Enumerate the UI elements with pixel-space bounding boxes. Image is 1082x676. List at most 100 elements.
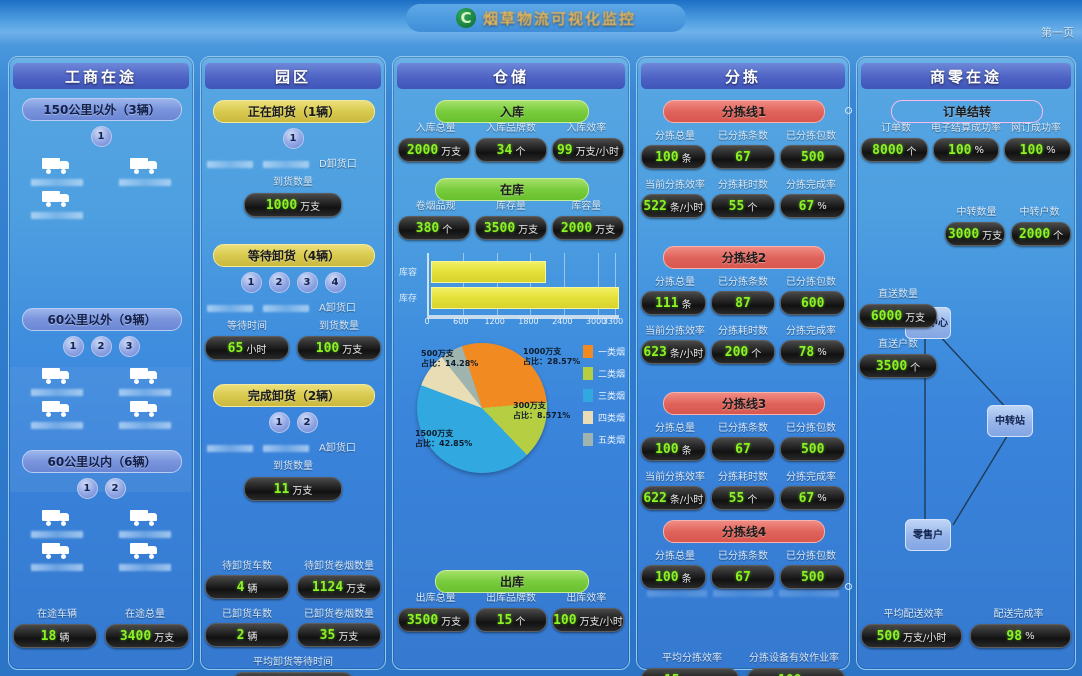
retail-direct-box-1-value: 6000 xyxy=(870,308,903,324)
industry-footer-box-1: 18 辆 xyxy=(13,624,97,648)
sorting-footer-box-1: 15条/小时 xyxy=(641,668,739,676)
park-stat-box-2-unit: 万支 xyxy=(346,583,367,595)
storage-inbound-box-1-value: 2000 xyxy=(406,142,439,158)
park-section-2-dock: A卸货口 xyxy=(319,303,356,314)
storage-instock-box-3: 2000 万支 xyxy=(552,216,624,240)
retail-order-box-2-value: 100 xyxy=(948,142,972,158)
retail-footer-label-2: 配送完成率 xyxy=(993,609,1044,620)
park-stat-label-2: 待卸货卷烟数量 xyxy=(304,561,374,572)
park-stat-box-2-value: 1124 xyxy=(311,579,344,595)
park-section-2-pill[interactable]: 等待卸货（4辆） xyxy=(213,244,375,267)
sorting-line-4-r1-box-3: 500 xyxy=(780,565,846,589)
industry-group-2-pill[interactable]: 60公里以外（9辆） xyxy=(22,308,182,331)
truck-body xyxy=(42,158,60,169)
storage-inbound-box-3: 99 万支/小时 xyxy=(552,138,624,162)
retail-order-box-3: 100% xyxy=(1004,138,1072,162)
panel-sorting: 分拣 分拣线1 分拣总量 已分拣条数 已分拣包数 100 条 67 500 当前分拣效率 分拣耗时… xyxy=(636,56,852,676)
industry-group-3-bubble-2[interactable]: 2 xyxy=(104,478,126,499)
storage-instock-pill[interactable]: 在库 xyxy=(435,178,589,201)
storage-pie-chart xyxy=(417,343,547,473)
sorting-anchor-top-icon xyxy=(845,107,852,114)
sorting-line-2-r1-box-2-value: 87 xyxy=(735,295,751,311)
retail-transfer-box-2-unit: 个 xyxy=(1053,230,1064,242)
pie-legend-label-3: 三类烟 xyxy=(597,392,625,402)
truck-icon xyxy=(42,157,72,176)
retail-footer-label-1: 平均配送效率 xyxy=(883,609,944,620)
sorting-line-3-pill[interactable]: 分拣线3 xyxy=(663,392,825,415)
truck-w2 xyxy=(61,169,66,174)
truck-item xyxy=(101,400,189,429)
pie-legend-swatch-4 xyxy=(582,411,593,424)
industry-footer-label-2: 在途总量 xyxy=(125,609,165,620)
sorting-line-1-r1-box-1-unit: 条 xyxy=(681,153,692,165)
park-stats: 待卸货车数 待卸货卷烟数量 4 辆 1124 万支 已卸货车数 已卸货卷烟数量 2 辆 35 万支 平均… xyxy=(205,557,381,676)
truck-item xyxy=(13,367,101,396)
storage-outbound-pill[interactable]: 出库 xyxy=(435,570,589,593)
park-section-1-pill[interactable]: 正在卸货（1辆） xyxy=(213,100,375,123)
sorting-line-3-r2-box-2: 55 个 xyxy=(710,486,776,510)
pie-legend-item-1: 一类烟 xyxy=(582,345,625,358)
sorting-line-1-pill[interactable]: 分拣线1 xyxy=(663,100,825,123)
sorting-line-2-pill[interactable]: 分拣线2 xyxy=(663,246,825,269)
industry-footer-label-1: 在途车辆 xyxy=(37,609,77,620)
sorting-line-1-r2-box-1-value: 522 xyxy=(643,198,667,214)
industry-group-1-pill[interactable]: 150公里以外（3辆） xyxy=(22,98,182,121)
truck-plate-label xyxy=(31,564,83,571)
park-stat-box-2: 1124 万支 xyxy=(297,575,381,599)
sorting-line-1-r1-box-1: 100 条 xyxy=(641,145,706,169)
park-section-1-sublabel: 到货数量 xyxy=(273,177,313,188)
park-section-3-bubble-2[interactable]: 2 xyxy=(296,412,318,433)
industry-group-2-bubble-3[interactable]: 3 xyxy=(118,336,140,357)
sorting-line-2-r1-label-1: 分拣总量 xyxy=(655,277,695,288)
sorting-line-4-pill[interactable]: 分拣线4 xyxy=(663,520,825,543)
park-section-1-bubble-1[interactable]: 1 xyxy=(282,128,304,149)
park-section-2-bubble-3[interactable]: 3 xyxy=(296,272,318,293)
truck-cab xyxy=(148,161,157,169)
industry-group-2-bubble-2[interactable]: 2 xyxy=(90,336,112,357)
truck-cab xyxy=(148,404,157,412)
park-section-1-plates: D卸货口 xyxy=(205,155,381,170)
storage-outbound-box-3-unit: 万支/小时 xyxy=(579,616,623,628)
park-section-2-bubble-1[interactable]: 1 xyxy=(240,272,262,293)
sorting-line-3-r1-label-2: 已分拣条数 xyxy=(718,423,768,434)
storage-instock-metrics: 卷烟品规 库存量 库容量 380 个 3500 万支 2000 万支 xyxy=(398,197,624,240)
truck-w1 xyxy=(134,379,139,384)
storage-instock-box-2-value: 3500 xyxy=(483,220,516,236)
retail-footer-box-2: 98% xyxy=(970,624,1071,648)
industry-group-1-bubble-1[interactable]: 1 xyxy=(90,126,112,147)
retail-order-pill[interactable]: 订单结转 xyxy=(891,100,1043,123)
truck-w2 xyxy=(149,412,154,417)
truck-body xyxy=(130,543,148,554)
panel-retail: 商零在途 订单结转订单数电子结算成功率网订成功率8000个100%100%物流中… xyxy=(856,56,1076,670)
truck-body xyxy=(42,368,60,379)
park-section-2-bubble-2[interactable]: 2 xyxy=(268,272,290,293)
sorting-line-3-r2-box-3-unit: % xyxy=(817,492,827,504)
park-section-3-bubble-1[interactable]: 1 xyxy=(268,412,290,433)
network-node-3[interactable]: 零售户 xyxy=(905,519,951,551)
truck-body xyxy=(130,510,148,521)
truck-item xyxy=(13,157,101,186)
truck-item xyxy=(101,367,189,396)
storage-instock-box-1: 380 个 xyxy=(398,216,470,240)
bar-gridline xyxy=(564,253,566,315)
truck-body xyxy=(42,191,60,202)
pie-legend-label-5: 五类烟 xyxy=(597,436,625,446)
storage-outbound-box-1-unit: 万支 xyxy=(441,616,462,628)
sorting-line-2-r2-label-3: 分拣完成率 xyxy=(786,326,836,337)
industry-group-2-bubble-1[interactable]: 1 xyxy=(62,336,84,357)
park-section-3-pill[interactable]: 完成卸货（2辆） xyxy=(213,384,375,407)
park-section-2-bubble-4[interactable]: 4 xyxy=(324,272,346,293)
truck-w1 xyxy=(46,169,51,174)
sorting-line-3-r1-box-3: 500 xyxy=(780,437,846,461)
truck-cab xyxy=(148,371,157,379)
page-indicator: 第一页 xyxy=(1041,26,1074,39)
storage-inbound-pill[interactable]: 入库 xyxy=(435,100,589,123)
sorting-line-1-r2-box-3-unit: % xyxy=(817,200,827,212)
sorting-line-2-r1-box-2: 87 xyxy=(710,291,776,315)
sorting-line-1-r2-box-3: 67% xyxy=(780,194,846,218)
sorting-line-1-r2-box-1-unit: 条/小时 xyxy=(669,202,704,214)
industry-group-3-pill[interactable]: 60公里以内（6辆） xyxy=(22,450,182,473)
industry-group-3-bubble-1[interactable]: 1 xyxy=(76,478,98,499)
sorting-anchor-bottom-icon xyxy=(845,583,852,590)
network-node-2[interactable]: 中转站 xyxy=(987,405,1033,437)
